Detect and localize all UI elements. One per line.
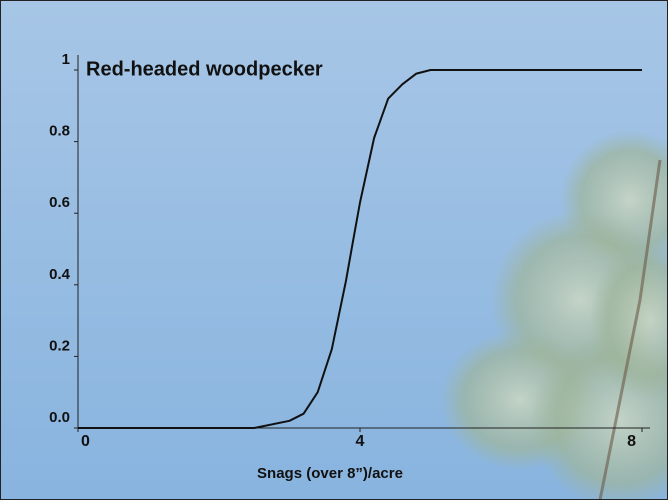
y-tick-label: 0.2 [49,337,70,354]
x-tick-label: 0 [81,433,90,450]
x-tick-label: 4 [356,433,365,450]
x-tick-label: 8 [627,433,636,450]
x-axis-label: Snags (over 8”)/acre [257,465,403,482]
chart-title: Red-headed woodpecker [86,58,323,80]
y-tick-label: 1 [62,51,70,68]
tree-decoration [440,130,668,500]
y-tick-label: 0.4 [49,266,71,283]
y-tick-label: 0.8 [49,123,70,140]
y-tick-label: 0.0 [49,409,70,426]
y-tick-label: 0.6 [49,194,70,211]
line-series [78,69,642,429]
